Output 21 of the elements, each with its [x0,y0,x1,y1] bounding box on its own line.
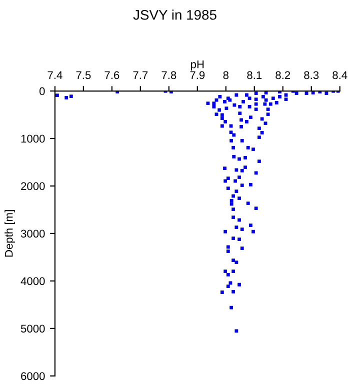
y-tick-label: 3000 [20,230,45,238]
x-tick-label: 7.6 [104,71,120,80]
x-tick-label: 7.9 [190,71,205,80]
y-tick-label: 6000 [21,372,45,380]
x-tick-label: 7.4 [48,71,62,79]
x-tick-label: 7.8 [162,71,176,80]
y-tick-label: 5000 [20,324,45,333]
y-tick-label: 4000 [20,277,45,286]
y-tick-label: 0 [39,87,45,96]
x-tick-label: 8.1 [247,71,262,80]
y-axis-title: Depth [m] [4,210,15,257]
y-tick-label: 2000 [21,182,45,190]
chart-title: JSVY in 1985 [133,10,216,20]
x-tick-label: 8.4 [332,71,348,80]
x-tick-label: 8.2 [276,71,290,80]
x-axis-title: pH [191,60,204,70]
x-tick-label: 8.3 [304,71,319,80]
x-tick-label: 7.7 [133,71,148,79]
x-tick-label: 8 [223,71,228,80]
y-tick-label: 1000 [21,134,45,143]
x-tick-label: 7.5 [76,71,91,80]
